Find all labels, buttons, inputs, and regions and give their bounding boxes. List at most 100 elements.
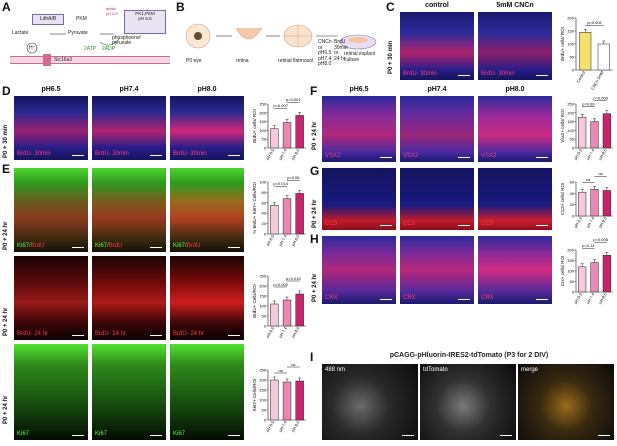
y-tick-label: 100: [259, 180, 266, 185]
p-value-label: ns: [599, 171, 603, 176]
x-tick-label: pH 6.5: [265, 419, 276, 432]
pkm-label: PKM: [76, 16, 87, 22]
c-bar-chart: BrdU+ cells/ ROI 0 50 100 150 200 Control CNCn …: [560, 4, 615, 91]
scale-bar: [536, 74, 548, 76]
y-axis-label: Ki67+ Cells/ROI: [252, 379, 257, 411]
f-stain-label: VSX2: [403, 153, 419, 159]
bar: [579, 32, 592, 71]
e-ki67-label: Ki67: [95, 431, 108, 437]
panel-letter-d: D: [2, 84, 11, 98]
d-image-ph74: BrdU- 30min: [92, 96, 166, 160]
y-axis-label: % BrdU+ Ki67+ Cells/ROI: [252, 182, 257, 234]
e-merge-ph74: Ki67/BrdU: [92, 168, 166, 252]
y-tick-label: 20: [570, 202, 575, 207]
c-col-control: control: [425, 2, 449, 9]
bar: [282, 381, 292, 421]
y-tick-label: 250: [567, 102, 574, 107]
x-tick-label: pH 8.0: [290, 419, 301, 432]
y-tick-label: 0: [264, 146, 267, 151]
cncn-label: CNCn or pH6.5 pH7.4 pH8.0: [318, 39, 332, 67]
x-tick-label: pH 7.4: [278, 325, 289, 338]
y-axis-label: Crx+ cells/ ROI: [560, 256, 565, 286]
x-tick-label: pH 6.5: [265, 233, 276, 246]
x-tick-label: pH 7.4: [585, 215, 596, 228]
scale-bar: [536, 224, 548, 226]
explant-icon: [348, 37, 368, 43]
panel-letter-g: G: [310, 164, 320, 178]
e-ki67-ph74: Ki67: [92, 344, 166, 440]
y-tick-label: 200: [259, 110, 266, 115]
y-tick-label: 50: [570, 279, 575, 284]
y-tick-label: 40: [262, 211, 267, 216]
bar-chart-svg: CC3+ cells/ ROI 0 20 40 60 pH 6.5 pH 7.4 pH 8.0…: [560, 171, 613, 229]
g-stain-label: CC3: [403, 221, 416, 227]
e-brdu-ph65: BrdU- 24 hr: [14, 256, 88, 340]
scale-bar: [72, 154, 84, 156]
panel-letter-h: H: [310, 232, 319, 246]
pk-set-box: PK1,PKM pH 6.5: [124, 10, 166, 34]
y-tick-label: 0: [572, 214, 575, 219]
scale-bar: [402, 434, 414, 436]
x-tick-label: pH 7.4: [585, 147, 596, 160]
scale-bar: [228, 434, 240, 436]
g-image-ph65: CC3: [322, 168, 396, 230]
d-bar-chart: BrdU+ cells/ ROI 0 50 100 150 200 250 pH 6.5 pH …: [252, 90, 308, 162]
y-tick-label: 250: [259, 102, 266, 107]
scale-bar: [150, 154, 162, 156]
x-tick-label: pH 7.4: [585, 291, 596, 304]
bar-chart-svg: Ki67+ Cells/ROI 0 50 100 150 200 250 pH 6.5 pH 7…: [252, 362, 306, 433]
panel-a-schematic: LdhA/B Lactate Pyruvate PKM PK1,PKM pH 6…: [10, 6, 170, 84]
y-tick-label: 150: [259, 294, 266, 299]
scale-bar: [536, 298, 548, 300]
flatmount-label: retinal flatmount: [278, 58, 314, 64]
bar: [270, 205, 279, 235]
membrane-band: [10, 56, 170, 64]
y-tick-label: 50: [262, 137, 267, 142]
bar: [602, 190, 611, 217]
e-bar-chart-1: % BrdU+ Ki67+ Cells/ROI 0 20 40 60 80 100 pH 6.…: [252, 168, 308, 248]
y-tick-label: 0: [264, 324, 267, 329]
y-tick-label: 150: [259, 119, 266, 124]
y-tick-label: 200: [259, 378, 266, 383]
i-image-merge: merge: [518, 364, 614, 440]
bar: [597, 43, 610, 71]
g-bar-chart: CC3+ cells/ ROI 0 20 40 60 pH 6.5 pH 7.4 pH 8.0…: [560, 168, 615, 230]
panel-letter-c: C: [386, 0, 395, 14]
e-ki67-label: Ki67: [17, 431, 30, 437]
y-tick-label: 50: [570, 137, 575, 142]
e-ki67-label: Ki67: [173, 431, 186, 437]
scale-bar: [150, 246, 162, 248]
proton-label: H⁺: [29, 45, 36, 51]
x-tick-label: pH 6.5: [265, 147, 276, 160]
d-col-3: pH8.0: [197, 86, 217, 93]
y-tick-label: 50: [262, 408, 267, 413]
flatmount-icon: [283, 24, 313, 48]
pupil-icon: [194, 32, 202, 40]
y-tick-label: 100: [259, 398, 266, 403]
c-image-control: BrdU- 30min: [400, 12, 474, 80]
e-ki67-ph80: Ki67: [170, 344, 244, 440]
p-value-label: p=0.002: [273, 282, 288, 287]
y-tick-label: 100: [567, 42, 574, 47]
bar: [578, 266, 587, 293]
c-stain-label: BrdU- 30min: [481, 71, 515, 77]
x-tick-label: pH 6.5: [573, 291, 584, 304]
y-axis-label: Vsx2+ cells/ ROI: [560, 109, 565, 142]
e-merge-ph80: Ki67/BrdU: [170, 168, 244, 252]
h-stain-label: CRX: [403, 295, 416, 301]
e-merge-label: Ki67/BrdU: [17, 243, 45, 249]
i-merge-label: merge: [521, 367, 539, 373]
panel-letter-a: A: [2, 0, 11, 14]
y-tick-label: 0: [572, 146, 575, 151]
h-image-ph74: CRX: [400, 236, 474, 304]
bar: [578, 191, 587, 217]
e-brdu-ph80: BrdU- 24 hr: [170, 256, 244, 340]
y-tick-label: 60: [262, 200, 267, 205]
scale-bar: [536, 156, 548, 158]
p-value-label: p=0.015: [286, 276, 301, 281]
x-tick-label: CNCn 5mM: [590, 70, 605, 91]
scale-bar: [458, 74, 470, 76]
transporter-icon: [43, 54, 51, 66]
